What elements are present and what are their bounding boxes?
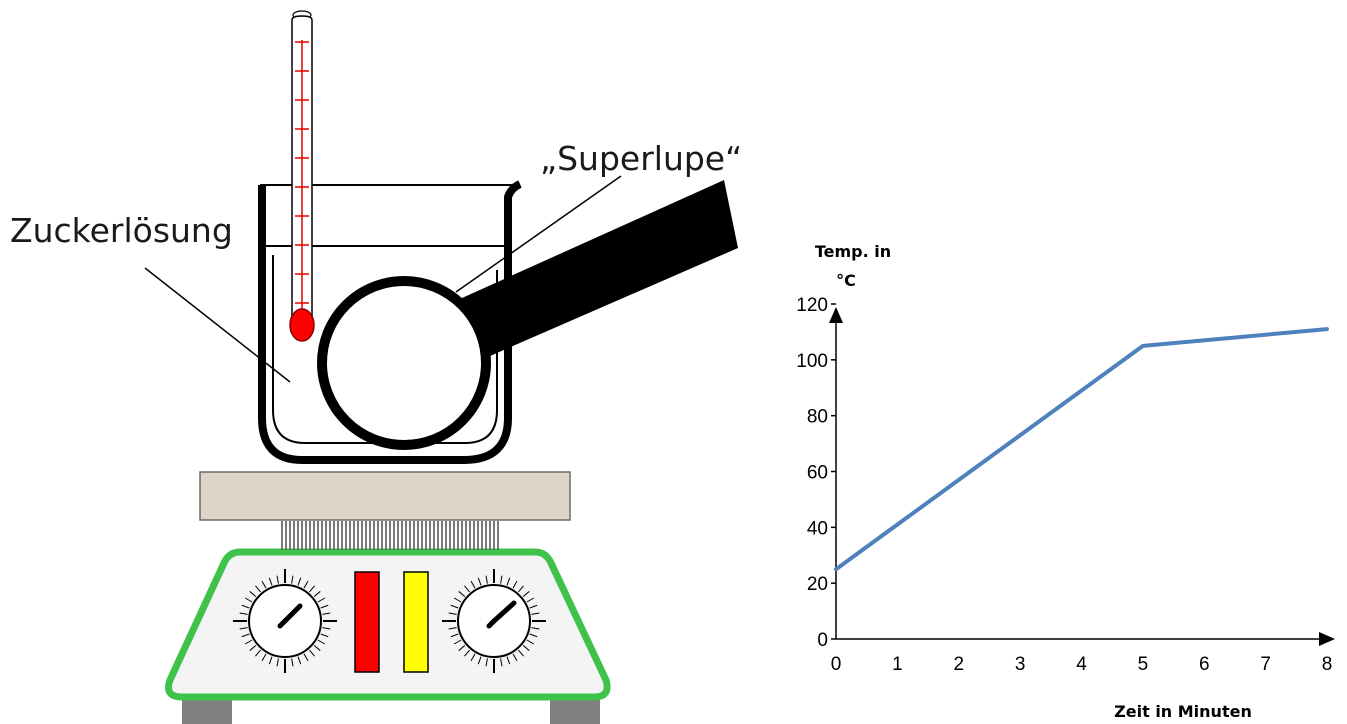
x-tick-label: 5 bbox=[1138, 654, 1149, 675]
chart-axes bbox=[829, 303, 1335, 646]
label-magnifier: „Superlupe“ bbox=[540, 139, 742, 178]
y-tick-label: 80 bbox=[807, 407, 828, 428]
temperature-chart: Temp. in °C Zeit in Minuten 020406080100… bbox=[796, 242, 1335, 721]
x-tick-label: 3 bbox=[1015, 654, 1026, 675]
annotations: Zuckerlösung „Superlupe“ bbox=[10, 139, 742, 383]
y-tick-label: 20 bbox=[807, 574, 828, 595]
leader-magnifier bbox=[455, 175, 622, 293]
magnifying-glass bbox=[317, 180, 738, 450]
indicator-yellow bbox=[403, 571, 429, 673]
y-axis-title-line2: °C bbox=[836, 271, 856, 290]
indicator-red bbox=[354, 571, 380, 673]
y-tick-label: 60 bbox=[807, 463, 828, 484]
hot-plate-stirrer bbox=[165, 471, 611, 724]
x-tick-label: 7 bbox=[1260, 654, 1271, 675]
chart-plot-area bbox=[834, 327, 1329, 572]
x-tick-label: 4 bbox=[1076, 654, 1087, 675]
stirrer-vent-grille bbox=[281, 521, 499, 550]
stirrer-foot-right bbox=[550, 700, 600, 724]
thermometer-scale bbox=[295, 41, 309, 304]
magnifier-handle bbox=[462, 180, 738, 356]
x-tick-label: 2 bbox=[953, 654, 964, 675]
y-tick-label: 40 bbox=[807, 518, 828, 539]
y-tick-label: 120 bbox=[796, 295, 828, 316]
dial-left-scale bbox=[233, 569, 337, 673]
x-tick-label: 8 bbox=[1322, 654, 1333, 675]
x-tick-labels: 0 1 2 3 4 5 6 7 8 bbox=[831, 654, 1333, 675]
dial-left-needle bbox=[282, 603, 303, 624]
thermometer-bulb bbox=[289, 308, 315, 342]
leader-solution bbox=[144, 267, 291, 383]
dial-right-scale bbox=[442, 569, 546, 673]
x-tick-label: 1 bbox=[892, 654, 903, 675]
x-tick-label: 6 bbox=[1199, 654, 1210, 675]
x-tick-label: 0 bbox=[831, 654, 842, 675]
series-line bbox=[834, 327, 1329, 572]
magnifier-lens bbox=[317, 276, 491, 450]
beaker-outline bbox=[258, 180, 522, 464]
label-solution: Zuckerlösung bbox=[10, 211, 233, 250]
x-axis-arrow bbox=[1319, 632, 1335, 646]
dial-right[interactable] bbox=[442, 569, 546, 673]
stirrer-foot-left bbox=[182, 700, 232, 724]
y-tick-labels: 0 20 40 60 80 100 120 bbox=[796, 295, 828, 651]
dial-left[interactable] bbox=[233, 569, 337, 673]
x-axis-title: Zeit in Minuten bbox=[1114, 702, 1252, 721]
y-axis-title-line1: Temp. in bbox=[815, 242, 891, 261]
y-tick-label: 100 bbox=[796, 351, 828, 372]
thermometer bbox=[289, 10, 315, 342]
y-tick-label: 0 bbox=[817, 630, 828, 651]
y-axis-arrow bbox=[829, 307, 843, 323]
stirrer-body bbox=[165, 548, 611, 701]
hot-plate-top bbox=[199, 471, 571, 521]
dial-right-needle bbox=[491, 600, 517, 624]
